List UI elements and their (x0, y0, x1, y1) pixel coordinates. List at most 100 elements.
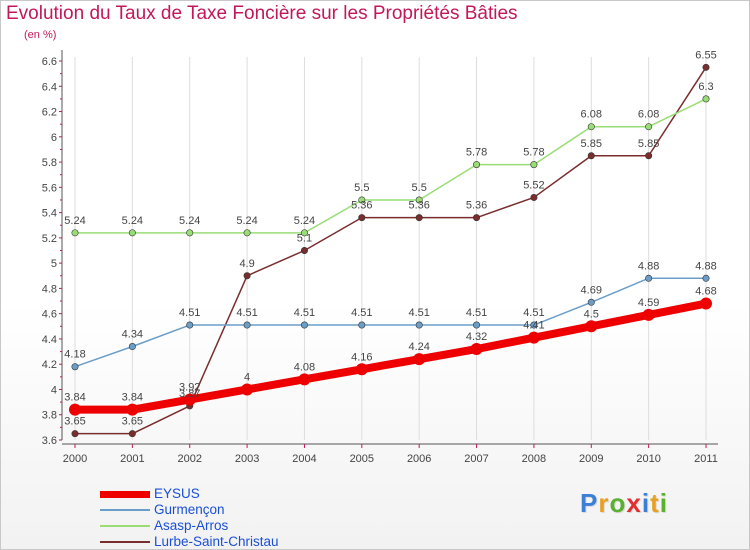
data-label: 4.32 (466, 331, 487, 343)
data-point (700, 297, 712, 310)
data-label: 4.69 (581, 284, 602, 296)
data-label: 4.24 (408, 341, 429, 353)
series-line-Gurmençon (74, 277, 707, 368)
data-point (358, 214, 366, 222)
data-point (413, 353, 426, 366)
data-label: 5.85 (638, 138, 659, 150)
data-label: 4.51 (236, 307, 257, 319)
logo-letter: x (626, 488, 642, 518)
legend-swatch (100, 541, 150, 543)
y-tick-label: 6.4 (42, 81, 57, 93)
y-tick-label: 5.2 (42, 233, 57, 245)
data-label: 4.59 (638, 297, 659, 309)
data-label: 4.51 (408, 307, 429, 319)
y-tick-label: 4.8 (42, 283, 57, 295)
logo-letter: i (659, 488, 668, 518)
data-point (530, 321, 538, 329)
logo-letter: t (650, 488, 660, 518)
x-tick-label: 2010 (636, 453, 660, 465)
data-label: 4.51 (351, 307, 372, 319)
data-label: 4.51 (466, 307, 487, 319)
legend-label: EYSUS (154, 486, 200, 501)
data-point (358, 321, 366, 329)
data-label: 5.36 (408, 200, 429, 212)
legend-swatch (100, 525, 150, 527)
chart-title: Evolution du Taux de Taxe Foncière sur l… (6, 3, 518, 24)
data-label: 4.51 (523, 307, 544, 319)
data-point (585, 320, 598, 333)
data-label: 5.78 (466, 147, 487, 159)
data-label: 3.84 (122, 392, 143, 404)
legend-item: Gurmençon (100, 502, 360, 518)
data-point (355, 363, 368, 376)
x-tick-label: 2011 (694, 453, 718, 465)
data-label: 6.08 (581, 109, 602, 121)
data-label: 4 (244, 371, 250, 383)
data-point (415, 196, 423, 204)
legend-item: Lurbe-Saint-Christau (100, 534, 360, 550)
y-tick-label: 3.8 (42, 410, 57, 422)
x-tick-label: 2001 (120, 453, 144, 465)
data-label: 4.16 (351, 351, 372, 363)
data-point (186, 321, 194, 329)
data-label: 6.3 (698, 81, 713, 93)
legend-label: Lurbe-Saint-Christau (154, 534, 279, 549)
data-label: 3.65 (122, 416, 143, 428)
data-label: 5.24 (236, 215, 257, 227)
y-tick-label: 4.6 (42, 309, 57, 321)
data-point (473, 214, 481, 222)
y-tick-label: 5.6 (42, 182, 57, 194)
y-tick-label: 6.2 (42, 107, 57, 119)
data-label: 5.52 (523, 179, 544, 191)
x-tick-label: 2009 (579, 453, 603, 465)
data-label: 4.9 (239, 258, 254, 270)
x-tick-label: 2002 (177, 453, 201, 465)
data-point (243, 321, 251, 329)
logo-letter: i (641, 488, 651, 518)
data-label: 4.18 (64, 349, 85, 361)
legend-label: Gurmençon (154, 502, 225, 517)
data-point (128, 430, 136, 438)
series-line-Lurbe-Saint-Christau (74, 66, 707, 435)
y-tick-label: 6.6 (42, 56, 57, 68)
data-label: 5.24 (64, 215, 85, 227)
data-label: 5.24 (179, 215, 200, 227)
y-tick-label: 5.4 (42, 208, 57, 220)
data-point (298, 373, 311, 386)
data-point (183, 393, 196, 406)
data-point (300, 321, 308, 329)
y-tick-label: 3.6 (42, 435, 57, 447)
x-tick-label: 2006 (407, 453, 431, 465)
data-point (587, 123, 595, 131)
data-point (71, 229, 79, 237)
data-point (473, 321, 481, 329)
data-point (243, 272, 251, 280)
data-point (243, 229, 251, 237)
chart-subtitle: (en %) (24, 29, 57, 41)
legend-swatch (100, 509, 150, 511)
data-label: 4.51 (294, 307, 315, 319)
data-label: 5.78 (523, 147, 544, 159)
legend: EYSUS Gurmençon Asasp-Arros Lurbe-Saint-Chr… (100, 486, 360, 550)
data-label: 5.24 (294, 215, 315, 227)
y-tick-label: 4.4 (42, 334, 57, 346)
data-label: 4.5 (584, 308, 599, 320)
series-line-EYSUS (71, 299, 710, 414)
data-label: 4.68 (695, 286, 716, 298)
data-point (358, 196, 366, 204)
y-tick-label: 6 (51, 132, 57, 144)
data-label: 5.1 (297, 233, 312, 245)
data-label: 4.08 (294, 361, 315, 373)
data-point (587, 298, 595, 306)
series-line-Asasp-Arros (74, 98, 707, 234)
data-point (300, 247, 308, 255)
data-point (71, 430, 79, 438)
data-point (415, 214, 423, 222)
proxiti-logo: Proxiti (580, 488, 668, 519)
x-tick-label: 2000 (63, 453, 87, 465)
data-label: 3.84 (64, 392, 85, 404)
legend-label: Asasp-Arros (154, 518, 229, 533)
y-tick-label: 4.2 (42, 359, 57, 371)
logo-letter: P (580, 488, 599, 518)
data-label: 4.34 (122, 329, 143, 341)
